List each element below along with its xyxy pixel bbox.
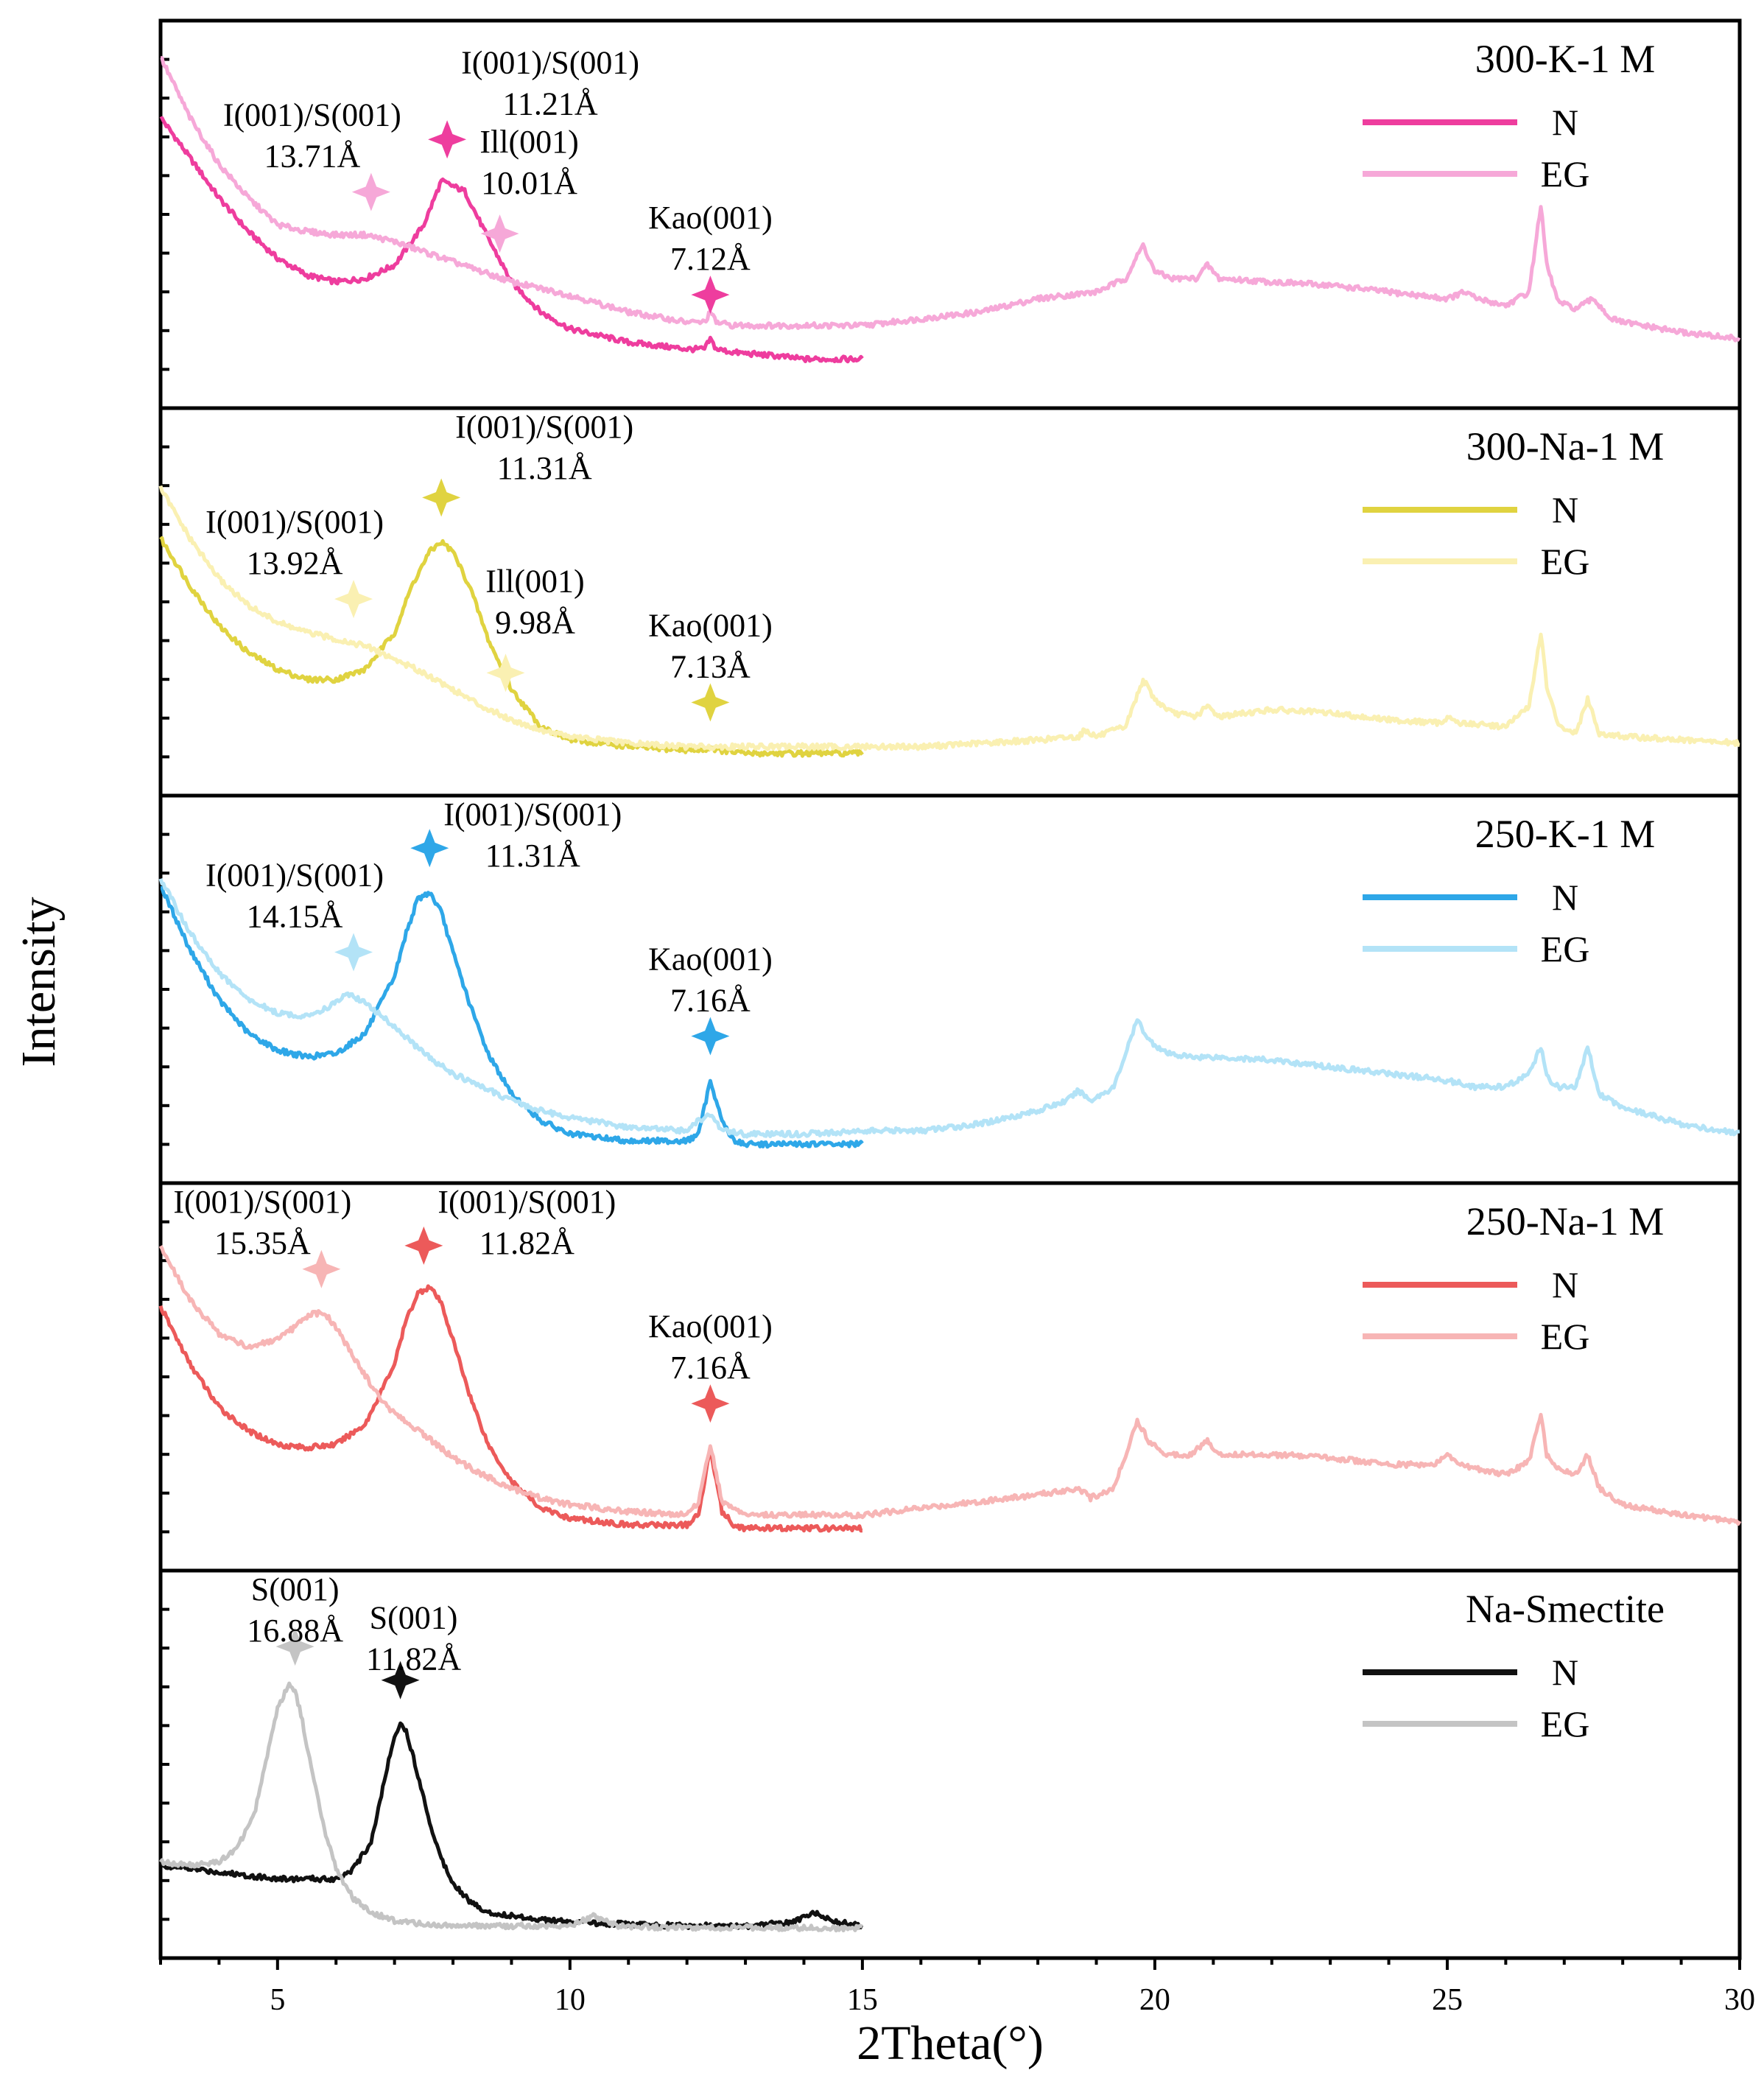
annotation-value: 9.98Å [495,604,575,640]
series-eg-line [158,1681,863,1933]
series-eg-line [158,485,1740,751]
legend-label-eg: EG [1541,1316,1590,1357]
peak-marker-2 [381,1660,420,1700]
annotation-label: Kao(001) [648,608,773,644]
annotation-label: Kao(001) [648,1308,773,1344]
peak-marker-4 [691,683,730,722]
annotation-label: I(001)/S(001) [205,504,384,540]
peak-marker-2 [351,172,390,211]
legend-label-n: N [1552,877,1578,918]
legend-label-n: N [1552,489,1578,530]
x-tick-label: 20 [1139,1983,1170,2017]
annotation-value: 16.88Å [247,1613,343,1649]
x-tick-label: 25 [1432,1983,1463,2017]
annotation-value: 11.31Å [497,450,592,486]
peak-marker-2 [334,580,373,619]
annotation-label: I(001)/S(001) [438,1184,616,1220]
annotation-value: 11.21Å [503,85,598,122]
peak-marker-3 [486,653,525,692]
peak-marker-2 [302,1249,341,1288]
annotation-value: 7.13Å [670,649,751,685]
peak-marker-1 [275,1627,315,1666]
legend-title: 250-K-1 M [1475,812,1655,856]
legend-title: Na-Smectite [1466,1587,1665,1631]
peak-marker-1 [404,1226,443,1265]
annotation-label: I(001)/S(001) [455,409,633,445]
annotation-value: 14.15Å [247,899,343,935]
annotation-label: S(001) [370,1600,458,1636]
legend-title: 300-Na-1 M [1466,424,1664,469]
series-n-line [158,1284,863,1533]
panel-1: I(001)/S(001) 11.21Å I(001)/S(001) 13.71Å Il… [158,18,1742,410]
peak-marker-2 [334,933,373,972]
annotation-value: 7.16Å [670,983,751,1019]
legend-title: 250-Na-1 M [1466,1199,1664,1244]
annotation-value: 15.35Å [214,1225,311,1261]
series-eg-line [160,55,1741,343]
annotation-label: Ill(001) [485,563,584,599]
x-tick-label: 30 [1724,1983,1755,2017]
annotation-label: I(001)/S(001) [173,1184,351,1220]
annotation-value: 7.16Å [670,1350,751,1386]
legend-label-eg: EG [1541,153,1590,194]
annotation-value: 10.01Å [481,165,577,201]
series-n-line [160,885,864,1149]
panel-5: S(001) 16.88Å S(001) 11.82Å Na-Smectite N EG [158,1568,1742,1960]
annotation-value: 13.71Å [264,138,360,175]
annotation-value: 11.82Å [479,1225,574,1261]
panel-3: I(001)/S(001) 11.31Å I(001)/S(001) 14.15Å Ka… [158,793,1742,1185]
annotation-label: I(001)/S(001) [461,44,639,80]
peak-marker-3 [691,1384,730,1423]
peak-marker-1 [428,120,467,159]
legend-label-eg: EG [1541,1703,1590,1744]
peak-marker-1 [410,829,449,868]
series-n-line [159,536,864,758]
annotation-label: I(001)/S(001) [443,796,622,832]
peak-marker-4 [691,276,730,315]
legend-label-n: N [1552,1652,1578,1693]
annotation-label: Kao(001) [648,941,773,978]
series-eg-line [158,878,1740,1139]
x-tick-label: 10 [555,1983,586,2017]
legend-label-n: N [1552,1264,1578,1305]
annotation-value: 7.12Å [670,241,751,277]
annotation-label: Kao(001) [648,200,773,236]
annotation-value: 11.31Å [485,838,580,874]
legend-label-eg: EG [1541,541,1590,582]
legend-label-eg: EG [1541,928,1590,969]
x-tick-label: 15 [847,1983,878,2017]
x-axis-title: 2Theta(°) [857,2016,1044,2070]
panel-2: I(001)/S(001) 11.31Å I(001)/S(001) 13.92Å Il… [158,406,1742,798]
annotation-label: I(001)/S(001) [223,97,401,133]
peak-marker-3 [691,1017,730,1056]
annotation-label: I(001)/S(001) [205,857,384,894]
peak-marker-1 [422,478,461,517]
y-axis-title: Intensity [12,897,66,1067]
series-eg-line [158,1245,1742,1526]
annotation-value: 13.92Å [247,545,343,581]
legend-label-n: N [1552,102,1578,143]
legend-title: 300-K-1 M [1475,37,1655,81]
annotation-value: 11.82Å [366,1641,461,1677]
annotation-label: Ill(001) [479,124,578,160]
annotation-label: S(001) [251,1571,340,1607]
panel-4: I(001)/S(001) 11.82Å I(001)/S(001) 15.35Å Ka… [158,1181,1742,1573]
x-tick-label: 5 [270,1983,285,2017]
peak-marker-3 [480,214,519,253]
